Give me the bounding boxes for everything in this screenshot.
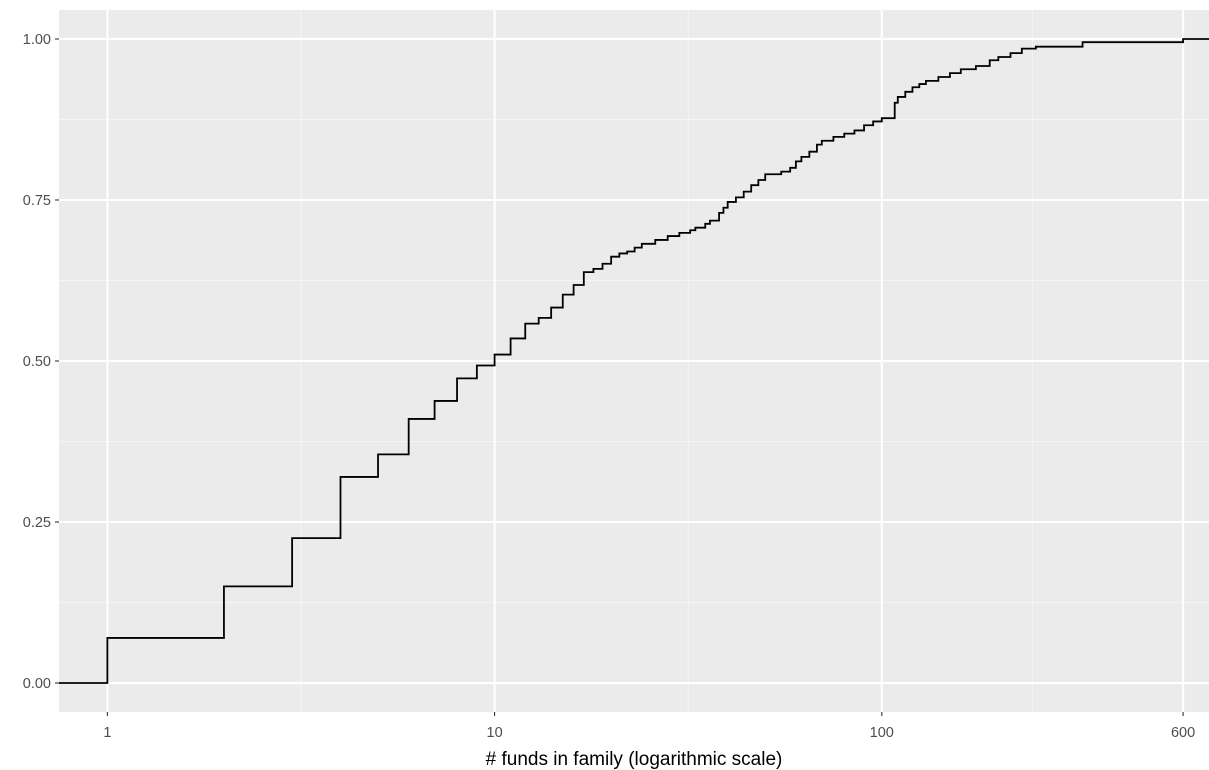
y-tick-label: 0.75 [23,193,51,209]
x-tick-label: 1 [103,725,111,741]
y-tick-label: 0.25 [23,515,51,531]
axes: 0.00 0.25 0.50 0.75 1.00 1 10 100 600 [23,32,1195,741]
x-tick-label: 600 [1171,725,1195,741]
x-tick-label: 100 [870,725,894,741]
ecdf-step-line [58,38,1209,684]
y-tick-label: 1.00 [23,32,51,48]
y-tick-label: 0.50 [23,354,51,370]
x-axis-title: # funds in family (logarithmic scale) [486,749,783,770]
grid-lines [59,10,1209,712]
x-tick-label: 10 [487,725,503,741]
y-tick-label: 0.00 [23,676,51,692]
